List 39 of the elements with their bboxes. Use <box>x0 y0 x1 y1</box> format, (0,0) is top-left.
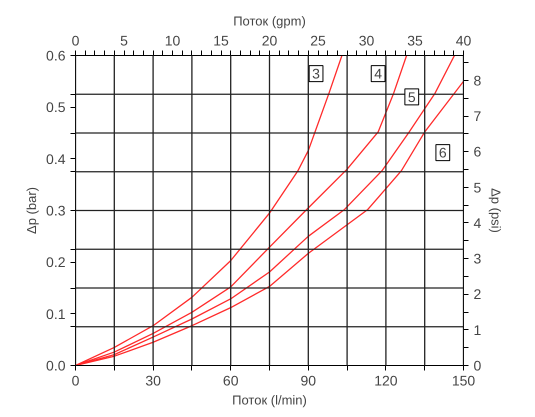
x-tick-label: 90 <box>300 372 316 388</box>
y2-tick-label: 3 <box>474 250 482 267</box>
y2-tick-label: 8 <box>474 72 482 88</box>
x-tick-label: 0 <box>72 372 80 388</box>
y-tick-label: 0.6 <box>46 48 66 64</box>
y2-tick-label: 2 <box>474 286 482 302</box>
annotation: 6 <box>438 144 447 161</box>
x2-tick-label: 10 <box>164 32 180 48</box>
y-axis-title: Δp (bar) <box>24 187 40 234</box>
x-axis-title: Поток (l/min) <box>232 392 307 408</box>
x2-tick-label: 40 <box>456 32 472 48</box>
y-tick-label: 0.3 <box>46 202 66 218</box>
y2-axis-title: Δp (psi) <box>488 188 504 233</box>
y-tick-label: 0.1 <box>46 306 66 322</box>
x-tick-label: 60 <box>222 372 239 388</box>
annotation: 5 <box>408 88 416 105</box>
x2-tick-label: 15 <box>213 32 229 48</box>
y-tick-label: 0.2 <box>46 254 66 270</box>
annotation: 4 <box>374 66 382 82</box>
x2-tick-label: 25 <box>310 32 326 48</box>
x-tick-label: 30 <box>145 372 162 388</box>
annotation: 3 <box>312 66 320 82</box>
y2-tick-label: 7 <box>474 108 482 124</box>
x2-tick-label: 5 <box>120 32 128 48</box>
x2-tick-label: 20 <box>262 32 278 48</box>
x2-tick-label: 35 <box>407 32 423 48</box>
x2-tick-label: 30 <box>358 32 374 48</box>
x-tick-label: 120 <box>374 372 398 388</box>
y-tick-label: 0.5 <box>46 99 66 116</box>
y2-tick-label: 0 <box>474 358 482 374</box>
x-tick-label: 150 <box>452 372 476 388</box>
y2-tick-label: 6 <box>474 144 482 160</box>
y-tick-label: 0.0 <box>46 358 66 374</box>
x2-axis-title: Поток (gpm) <box>233 14 306 28</box>
y2-tick-label: 1 <box>474 322 482 338</box>
y2-tick-label: 4 <box>474 214 482 231</box>
y-tick-label: 0.4 <box>46 150 66 167</box>
y2-tick-label: 5 <box>474 179 482 196</box>
x2-tick-label: 0 <box>72 32 80 48</box>
